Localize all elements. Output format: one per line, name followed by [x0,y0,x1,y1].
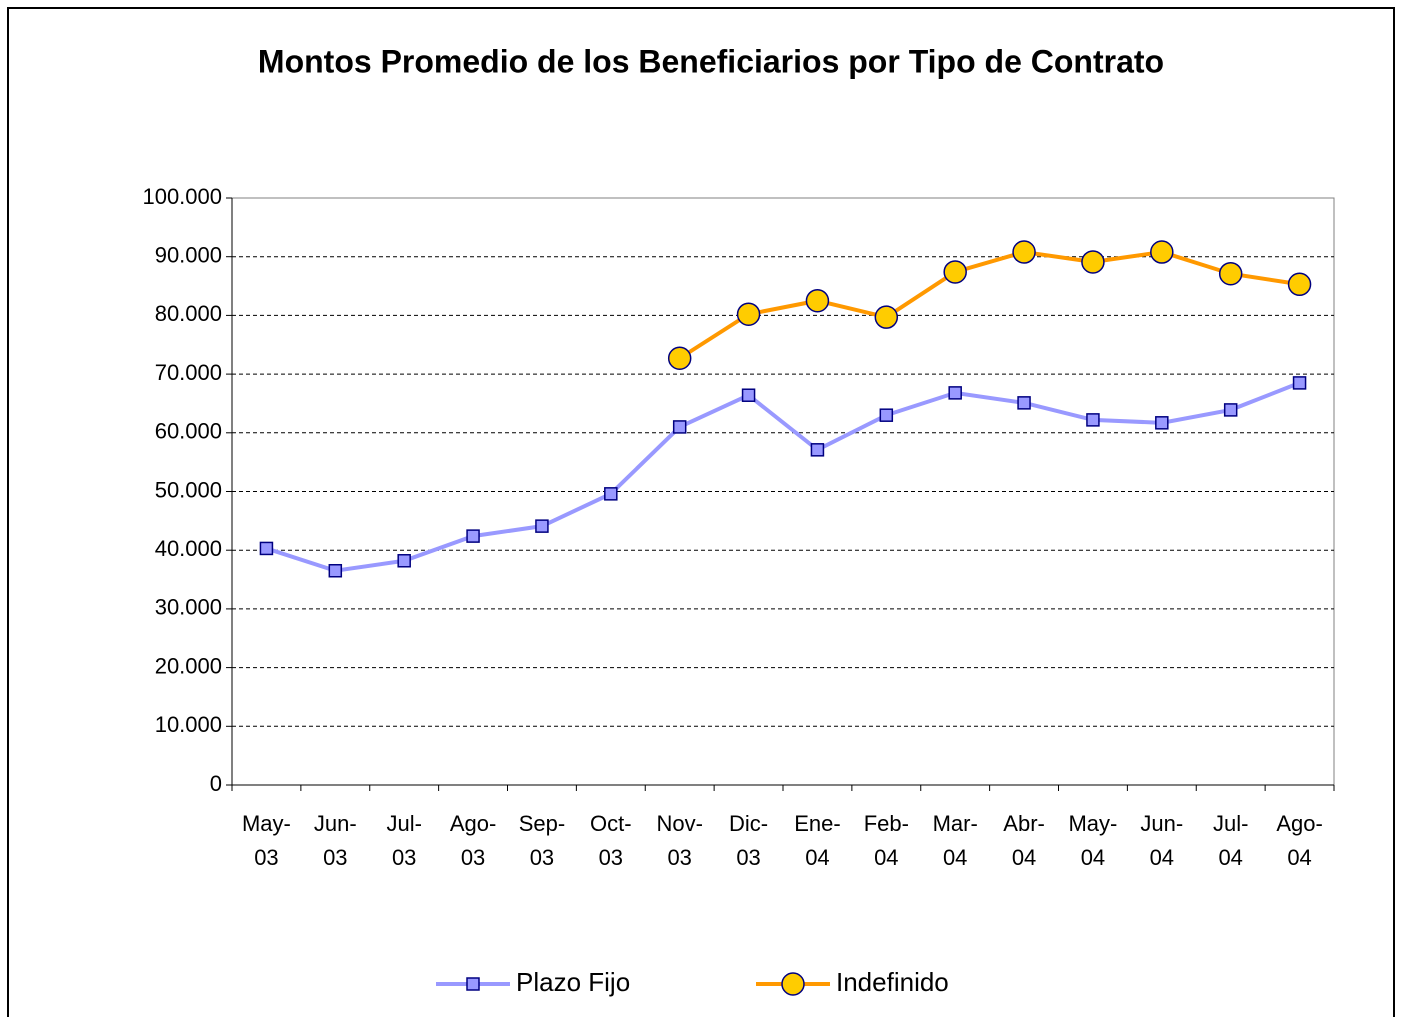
data-point [667,346,692,371]
x-tick-label: May-03 [241,811,291,870]
chart-title: Montos Promedio de los Beneficiarios por… [258,43,1164,79]
legend-label: Plazo Fijo [516,967,630,997]
legend-label: Indefinido [836,967,949,997]
data-point [1150,240,1174,264]
x-tick-label: Nov-03 [656,811,703,870]
data-point [604,487,618,501]
x-tick-label: Dic-03 [729,811,769,870]
data-point [259,541,274,556]
y-tick-label: 90.000 [155,243,222,268]
x-tick-label: Jul-04 [1212,811,1249,870]
data-point [943,260,967,284]
data-point [736,302,761,326]
y-tick-label: 30.000 [155,595,222,620]
y-tick-label: 0 [210,771,222,796]
data-point [1223,403,1238,417]
data-point [397,554,411,568]
data-point [810,443,825,457]
data-point [1292,376,1307,390]
legend-marker [466,977,480,991]
x-tick-label: Sep-03 [518,811,566,870]
chart-frame [7,7,1395,1017]
y-tick-label: 50.000 [155,477,222,502]
data-point [535,519,549,533]
data-point [879,408,894,422]
data-point [466,529,480,543]
data-point [948,386,962,400]
y-tick-label: 80.000 [155,301,222,326]
x-tick-label: Jun-04 [1140,811,1184,870]
x-tick-label: Mar-04 [932,811,978,870]
y-tick-label: 20.000 [155,653,222,678]
data-point [741,388,756,402]
x-tick-label: Feb-04 [863,811,909,870]
y-tick-label: 70.000 [155,360,222,385]
legend-marker [781,972,805,996]
data-point [1012,240,1036,264]
data-point [1287,272,1312,297]
x-tick-label: May-04 [1068,811,1118,870]
data-point [1155,416,1169,430]
data-point [1218,261,1243,286]
x-tick-label: Ago-03 [449,811,497,870]
series-line [678,249,1300,360]
y-tick-label: 60.000 [155,419,222,444]
x-tick-label: Jun-03 [313,811,357,870]
y-tick-label: 10.000 [155,712,222,737]
data-point [672,420,687,434]
series-line [265,381,1301,573]
y-tick-label: 100.000 [142,184,222,209]
x-tick-label: Oct-03 [590,811,632,870]
data-point [1086,413,1100,427]
x-tick-label: Ene-04 [794,811,841,870]
x-tick-label: Jul-03 [386,811,422,870]
y-tick-label: 40.000 [155,536,222,561]
data-point [1017,396,1031,410]
data-point [1081,250,1105,274]
x-tick-label: Ago-04 [1276,811,1323,870]
x-tick-label: Abr-04 [1003,811,1045,870]
data-point [328,563,343,578]
data-point [805,288,830,313]
data-point [874,305,899,329]
